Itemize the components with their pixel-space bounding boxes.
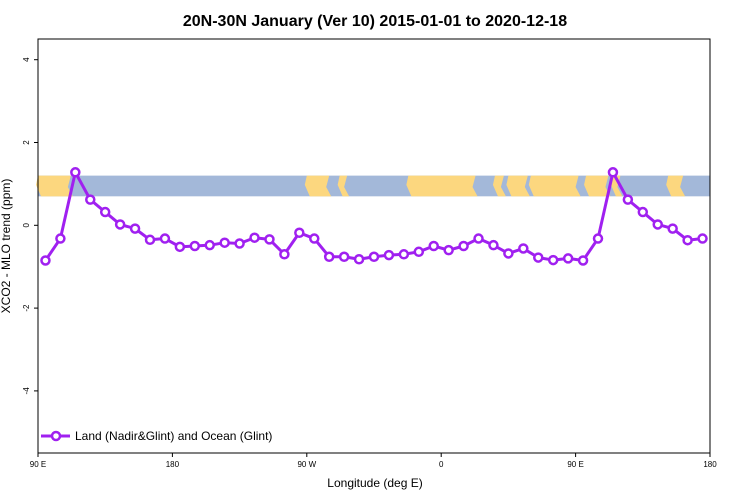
x-tick-label: 90 E xyxy=(567,460,583,469)
data-point xyxy=(443,244,454,256)
x-tick-label: 90 W xyxy=(297,460,316,469)
data-point xyxy=(503,248,514,259)
map-strip-land xyxy=(36,175,73,197)
data-point xyxy=(383,249,395,261)
data-point xyxy=(592,233,604,244)
data-point xyxy=(518,243,529,254)
data-point xyxy=(294,227,305,239)
legend: Land (Nadir&Glint) and Ocean (Glint) xyxy=(41,429,272,443)
plot-frame xyxy=(37,38,711,454)
data-point xyxy=(309,233,320,244)
data-point xyxy=(55,233,66,244)
data-point xyxy=(562,253,574,264)
data-point xyxy=(114,219,126,230)
data-point xyxy=(204,239,215,251)
map-strip-land xyxy=(610,175,623,197)
y-tick-label: 4 xyxy=(22,57,31,62)
map-strip-land xyxy=(492,175,506,197)
y-tick-label: 0 xyxy=(22,223,31,228)
data-point xyxy=(40,255,51,266)
x-axis-label: Longitude (deg E) xyxy=(327,476,422,490)
map-strip-land xyxy=(506,175,530,197)
data-point xyxy=(249,232,260,243)
x-tick-label: 180 xyxy=(166,460,180,469)
data-point xyxy=(488,239,499,251)
data-point xyxy=(652,219,663,230)
map-strip-land xyxy=(666,175,686,197)
y-tick-label: -4 xyxy=(22,387,31,395)
data-point xyxy=(428,240,439,252)
data-point xyxy=(189,240,201,252)
data-point xyxy=(174,241,186,253)
y-axis-label: XCO2 - MLO trend (ppm) xyxy=(0,179,13,314)
map-strip-land xyxy=(406,175,478,197)
x-tick-label: 90 E xyxy=(30,460,46,469)
data-point xyxy=(99,206,111,218)
data-point xyxy=(682,234,693,246)
map-strip-land xyxy=(584,175,611,197)
data-point xyxy=(219,237,230,248)
data-point xyxy=(85,194,96,205)
data-point xyxy=(398,249,410,260)
data-point xyxy=(607,167,619,178)
map-strip-land xyxy=(528,175,581,197)
data-point xyxy=(637,206,649,218)
data-point xyxy=(697,233,708,244)
chart-title: 20N-30N January (Ver 10) 2015-01-01 to 2… xyxy=(183,13,567,30)
map-strip xyxy=(36,175,710,197)
map-strip-land xyxy=(337,175,350,197)
x-tick-label: 180 xyxy=(703,460,717,469)
y-tick-label: -2 xyxy=(22,304,31,312)
legend-label: Land (Nadir&Glint) and Ocean (Glint) xyxy=(75,429,272,443)
series-layer xyxy=(40,167,708,266)
data-point xyxy=(338,251,350,263)
data-point xyxy=(473,233,484,244)
data-point xyxy=(577,255,589,266)
data-point xyxy=(323,251,335,263)
data-point xyxy=(144,234,156,246)
data-point xyxy=(667,223,678,234)
x-axis: 90 E 180 90 W 0 90 E 180 xyxy=(30,453,717,469)
data-point xyxy=(547,254,559,266)
data-point xyxy=(353,253,365,265)
y-axis: 4 2 0 -2 -4 xyxy=(22,57,38,395)
data-point xyxy=(70,167,81,178)
map-strip-land xyxy=(304,175,332,197)
data-point xyxy=(234,238,245,249)
x-tick-label: 0 xyxy=(439,460,444,469)
y-tick-label: 2 xyxy=(22,140,31,145)
data-point xyxy=(264,234,275,245)
data-point xyxy=(279,249,290,260)
data-point xyxy=(622,194,634,205)
data-point xyxy=(129,223,141,234)
data-point xyxy=(368,251,380,263)
legend-marker xyxy=(50,430,62,442)
data-point xyxy=(413,246,425,258)
data-point xyxy=(533,252,544,263)
data-point xyxy=(159,233,171,244)
data-point xyxy=(458,240,469,252)
